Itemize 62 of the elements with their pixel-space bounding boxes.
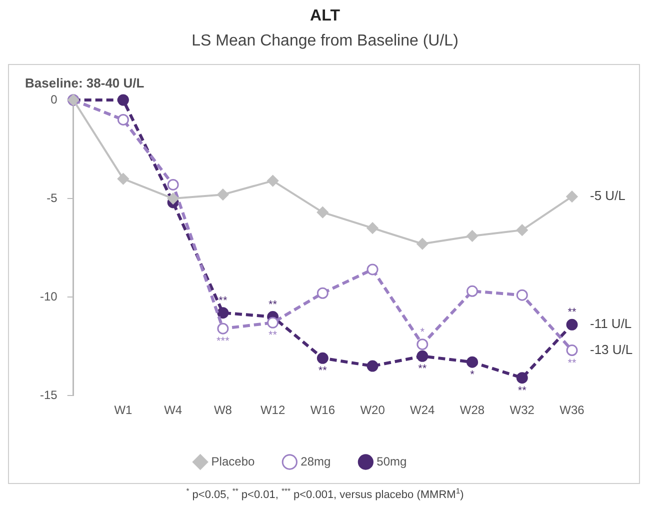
point bbox=[267, 316, 279, 328]
x-tick-label: W8 bbox=[214, 403, 232, 418]
point bbox=[416, 350, 428, 362]
x-tick-label: W12 bbox=[260, 403, 286, 418]
data-label: ** bbox=[318, 365, 328, 378]
point bbox=[516, 372, 528, 384]
x-tick-label: W32 bbox=[510, 403, 535, 418]
legend-label: 50mg bbox=[376, 454, 407, 468]
data-label: ** bbox=[418, 363, 428, 376]
point bbox=[416, 238, 428, 250]
point bbox=[117, 114, 129, 126]
legend-label: Placebo bbox=[211, 454, 255, 468]
x-tick-label: W4 bbox=[164, 403, 182, 418]
point bbox=[566, 318, 578, 330]
x-tick-label: W36 bbox=[560, 403, 585, 418]
point bbox=[217, 307, 229, 319]
data-label: ** bbox=[568, 306, 577, 319]
data-label: * bbox=[470, 369, 476, 382]
annotation: -13 U/L bbox=[590, 342, 633, 357]
point bbox=[466, 285, 478, 297]
annotation: -5 U/L bbox=[590, 188, 626, 204]
point bbox=[366, 264, 378, 276]
point bbox=[416, 338, 428, 350]
y-tick-label: -5 bbox=[46, 190, 58, 205]
chart-subtitle: LS Mean Change from Baseline (U/L) bbox=[192, 32, 458, 50]
point bbox=[316, 352, 328, 364]
y-tick-label: 0 bbox=[50, 92, 58, 106]
data-label: ** bbox=[518, 384, 528, 397]
x-tick-label: W20 bbox=[360, 403, 386, 418]
text: Baseline: 38-40 U/L bbox=[25, 76, 144, 91]
point bbox=[217, 188, 229, 200]
data-label: ** bbox=[268, 330, 278, 342]
point bbox=[566, 344, 578, 356]
x-tick-label: W16 bbox=[310, 403, 336, 418]
point bbox=[366, 222, 378, 234]
x-tick-label: W1 bbox=[114, 403, 133, 418]
point bbox=[217, 322, 229, 334]
annotation: -11 U/L bbox=[590, 316, 632, 332]
point bbox=[267, 175, 279, 187]
point bbox=[316, 287, 328, 299]
data-label: * bbox=[420, 326, 426, 338]
chart-title: ALT bbox=[310, 7, 340, 24]
point bbox=[516, 224, 528, 236]
point bbox=[117, 94, 129, 106]
y-tick-label: -10 bbox=[40, 289, 58, 304]
point bbox=[516, 289, 528, 301]
point bbox=[167, 178, 179, 190]
x-tick-label: W28 bbox=[460, 403, 485, 418]
x-tick-label: W24 bbox=[410, 403, 436, 418]
point bbox=[366, 360, 378, 372]
point bbox=[316, 206, 328, 218]
point bbox=[117, 173, 129, 185]
data-label: *** bbox=[216, 336, 230, 348]
data-label: ** bbox=[268, 298, 278, 311]
y-tick-label: -15 bbox=[40, 388, 58, 402]
point bbox=[566, 190, 578, 202]
data-label: ** bbox=[218, 294, 228, 307]
point bbox=[167, 192, 179, 204]
legend-label: 28mg bbox=[300, 454, 331, 468]
point bbox=[466, 356, 478, 368]
point bbox=[466, 230, 478, 242]
data-label: ** bbox=[568, 357, 577, 370]
